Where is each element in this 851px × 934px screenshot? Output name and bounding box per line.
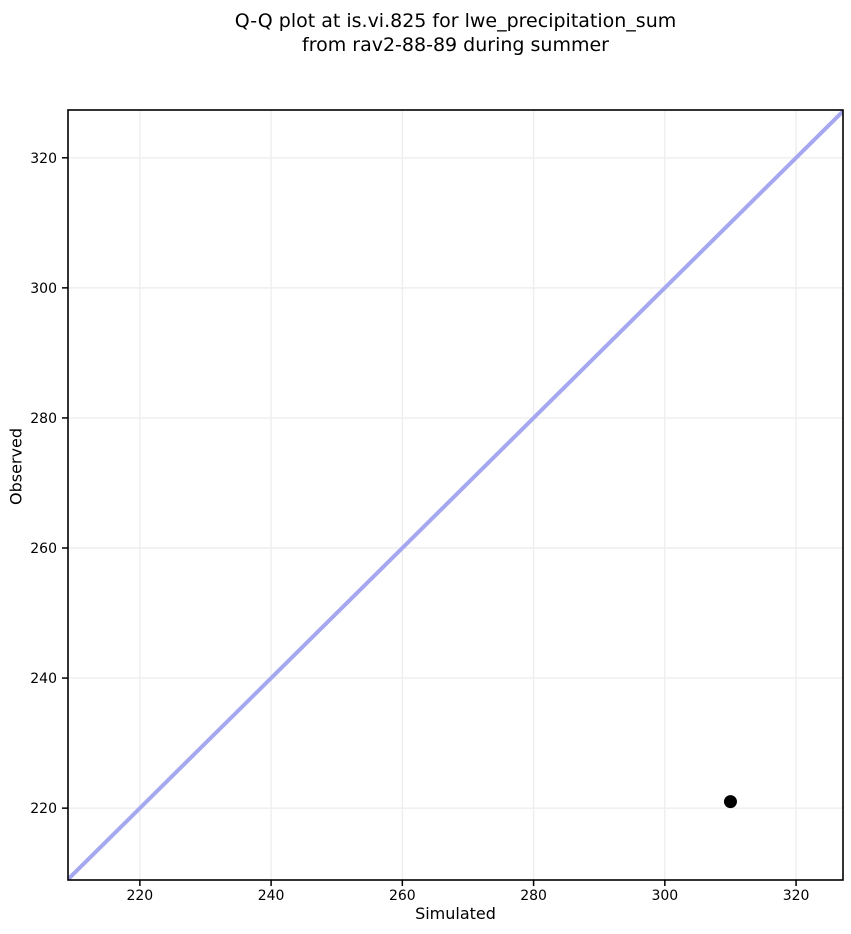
chart-title: Q-Q plot at is.vi.825 for lwe_precipitat… — [68, 9, 843, 57]
identity-line — [68, 110, 843, 880]
y-axis-label: Observed — [6, 428, 26, 505]
y-tick-label: 300 — [30, 281, 57, 297]
y-tick-label: 280 — [30, 411, 57, 427]
x-tick-label: 300 — [651, 888, 678, 904]
identity-line-segment — [68, 110, 843, 880]
x-tick-label: 220 — [126, 888, 153, 904]
scatter-point — [723, 795, 737, 809]
plot-border — [67, 109, 844, 881]
x-tick-label: 280 — [520, 888, 547, 904]
data-points — [723, 795, 737, 809]
y-tick-label: 260 — [30, 541, 57, 557]
x-tick-label: 320 — [783, 888, 810, 904]
y-tick-label: 220 — [30, 801, 57, 817]
gridlines — [68, 110, 843, 880]
tick-labels: 220 240 260 280 300 320 220 240 260 280 300 320 — [30, 151, 809, 904]
x-axis-label: Simulated — [415, 904, 496, 923]
axis-ticks — [62, 157, 797, 886]
axes-spines — [67, 109, 844, 881]
y-tick-label: 320 — [30, 151, 57, 167]
x-tick-label: 260 — [389, 888, 416, 904]
y-tick-label: 240 — [30, 671, 57, 687]
chart-title-line-1: Q-Q plot at is.vi.825 for lwe_precipitat… — [234, 10, 677, 32]
x-tick-label: 240 — [258, 888, 285, 904]
chart-title-line-2: from rav2-88-89 during summer — [302, 34, 609, 56]
